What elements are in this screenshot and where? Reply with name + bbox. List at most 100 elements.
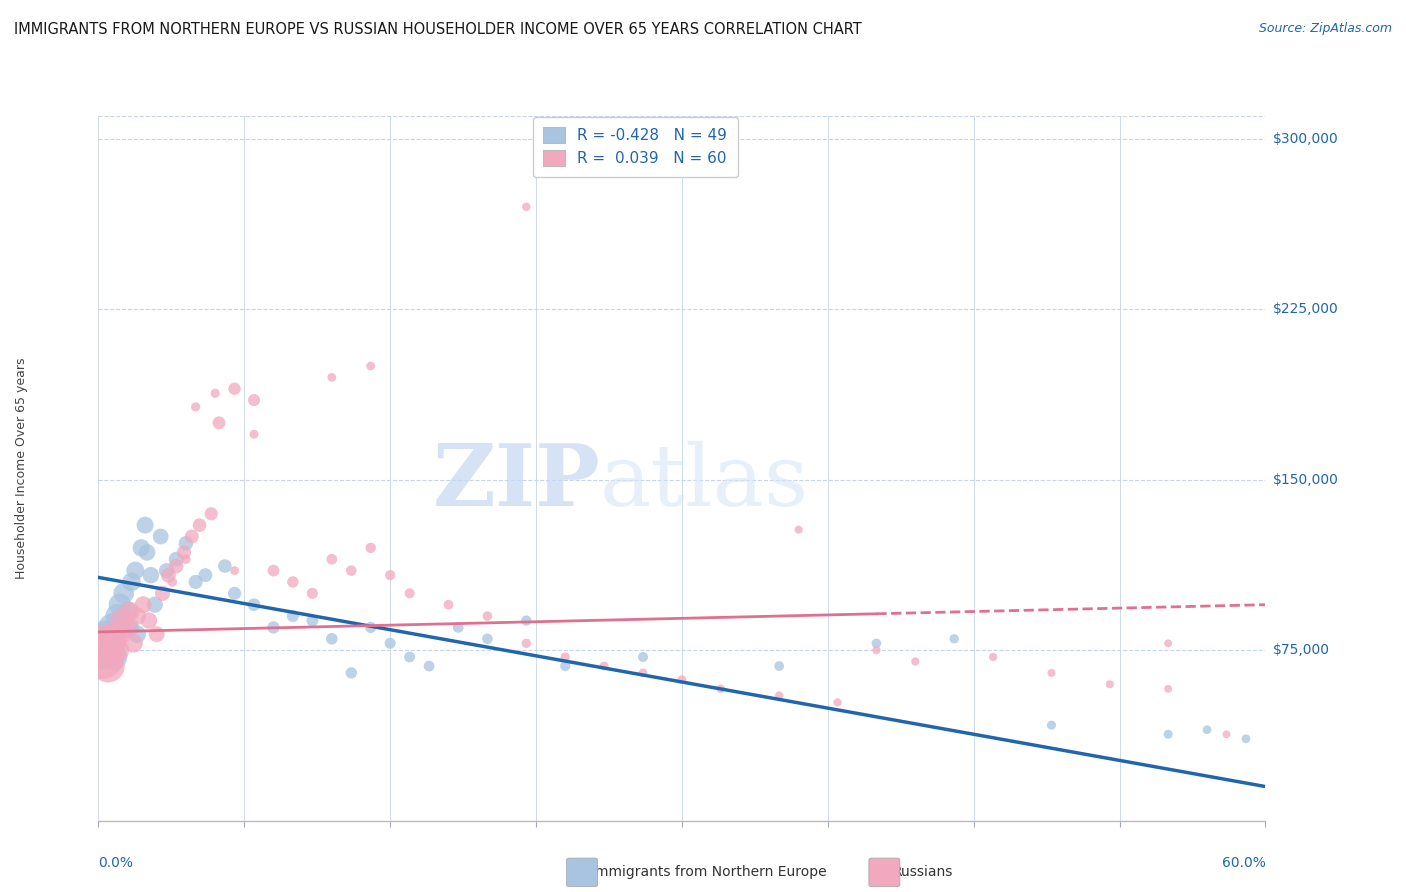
Point [157, 568, 180, 582]
Point [515, 200, 537, 214]
Point [554, 659, 576, 673]
Point [418, 659, 440, 673]
Text: 60.0%: 60.0% [1222, 856, 1265, 871]
Point [108, 598, 131, 612]
Text: $300,000: $300,000 [1272, 132, 1339, 145]
Point [173, 545, 195, 559]
Point [787, 523, 810, 537]
Text: ZIP: ZIP [433, 441, 600, 524]
Point [340, 564, 363, 578]
Text: 0.0%: 0.0% [98, 856, 134, 871]
Point [155, 564, 177, 578]
Point [122, 636, 145, 650]
Point [243, 598, 266, 612]
Point [360, 620, 382, 634]
Point [101, 620, 124, 634]
Point [827, 695, 849, 709]
Point [1098, 677, 1121, 691]
Point [301, 614, 323, 628]
Point [146, 627, 169, 641]
Point [214, 559, 236, 574]
Point [1040, 665, 1063, 680]
Point [593, 659, 616, 673]
Point [174, 552, 197, 566]
Point [117, 605, 139, 619]
Point [321, 552, 343, 566]
Point [378, 568, 402, 582]
Text: Source: ZipAtlas.com: Source: ZipAtlas.com [1258, 22, 1392, 36]
Point [188, 518, 211, 533]
Point [243, 393, 266, 408]
Point [224, 564, 246, 578]
Point [152, 586, 174, 600]
Point [1215, 727, 1237, 741]
Point [132, 598, 155, 612]
Point [200, 507, 222, 521]
Text: Householder Income Over 65 years: Householder Income Over 65 years [14, 358, 28, 579]
Point [243, 427, 266, 442]
Point [1157, 636, 1180, 650]
Text: Immigrants from Northern Europe: Immigrants from Northern Europe [591, 865, 827, 880]
Point [360, 541, 382, 555]
Point [127, 627, 149, 641]
Point [184, 574, 207, 589]
Text: $150,000: $150,000 [1272, 473, 1339, 487]
Point [138, 614, 160, 628]
Point [321, 632, 343, 646]
Point [107, 609, 129, 624]
Point [174, 536, 197, 550]
Point [121, 574, 143, 589]
Point [262, 620, 284, 634]
Point [104, 643, 127, 657]
Point [96, 636, 118, 650]
Point [1157, 727, 1180, 741]
Point [515, 614, 537, 628]
Point [180, 529, 202, 543]
Point [129, 541, 152, 555]
Point [118, 605, 141, 619]
Point [111, 614, 134, 628]
Point [477, 609, 499, 624]
Point [165, 552, 187, 566]
Point [865, 636, 887, 650]
Point [114, 620, 136, 634]
Point [340, 665, 363, 680]
Point [91, 650, 114, 665]
Text: IMMIGRANTS FROM NORTHERN EUROPE VS RUSSIAN HOUSEHOLDER INCOME OVER 65 YEARS CORR: IMMIGRANTS FROM NORTHERN EUROPE VS RUSSI… [14, 22, 862, 37]
Point [111, 614, 134, 628]
Point [768, 659, 790, 673]
Point [360, 359, 382, 373]
Point [162, 574, 184, 589]
Point [437, 598, 460, 612]
Point [301, 586, 323, 600]
Point [143, 598, 166, 612]
Point [981, 650, 1004, 665]
Point [515, 636, 537, 650]
Point [103, 650, 125, 665]
Point [631, 650, 654, 665]
Point [398, 650, 420, 665]
Point [224, 586, 246, 600]
Point [139, 568, 162, 582]
Point [398, 586, 420, 600]
Text: $75,000: $75,000 [1272, 643, 1330, 657]
Point [943, 632, 966, 646]
Point [208, 416, 231, 430]
Point [97, 659, 120, 673]
Point [165, 559, 187, 574]
Point [321, 370, 343, 384]
Point [447, 620, 470, 634]
Point [118, 620, 141, 634]
Point [112, 586, 135, 600]
Point [149, 529, 172, 543]
Point [136, 545, 159, 559]
Point [1040, 718, 1063, 732]
Point [281, 574, 304, 589]
Point [262, 564, 284, 578]
Text: $225,000: $225,000 [1272, 302, 1339, 316]
Text: atlas: atlas [600, 441, 810, 524]
Point [194, 568, 217, 582]
Point [1234, 731, 1257, 746]
Point [224, 382, 246, 396]
Text: Russians: Russians [893, 865, 953, 880]
